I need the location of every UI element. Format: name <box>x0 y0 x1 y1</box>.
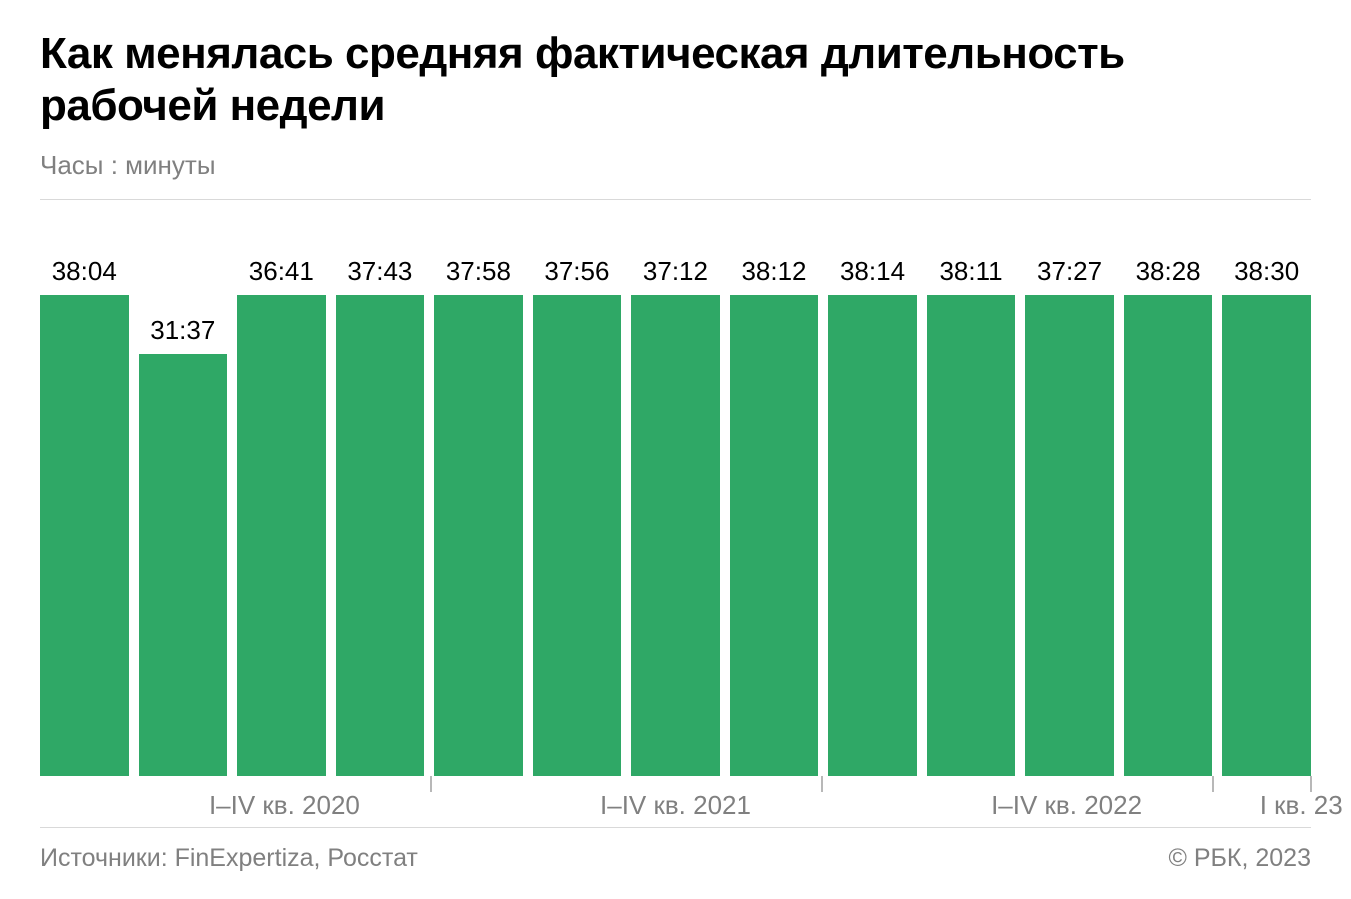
bar-slot: 37:56 <box>528 256 627 776</box>
x-axis-tick <box>821 776 823 792</box>
bar-rect <box>139 354 228 776</box>
footer: Источники: FinExpertiza, Росстат © РБК, … <box>40 844 1311 873</box>
bar-value-label: 37:58 <box>434 256 523 287</box>
bar-value-label: 38:11 <box>927 256 1016 287</box>
chart-viewport: Как менялась средняя фактическая длитель… <box>0 0 1351 899</box>
bar-rect <box>237 295 326 776</box>
bar-rect <box>533 295 622 776</box>
x-axis-tick <box>1212 776 1214 792</box>
bar-value-label: 31:37 <box>139 315 228 346</box>
bars-container: 38:04 31:37 36:41 37:43 37:58 37:56 37:12 38:12… <box>40 256 1311 776</box>
bar-slot: 38:14 <box>823 256 922 776</box>
bar-slot: 38:12 <box>725 256 824 776</box>
bar-rect <box>40 295 129 776</box>
bar-value-label: 38:12 <box>730 256 819 287</box>
x-axis: I–IV кв. 2020I–IV кв. 2021I–IV кв. 2022I… <box>40 776 1311 821</box>
x-axis-group-label: I–IV кв. 2020 <box>209 790 360 821</box>
bar-slot: 38:28 <box>1119 256 1218 776</box>
bar-rect <box>1025 295 1114 776</box>
bar-rect <box>1124 295 1213 776</box>
bar-value-label: 38:04 <box>40 256 129 287</box>
x-axis-group-label: I–IV кв. 2022 <box>991 790 1142 821</box>
chart-subtitle: Часы : минуты <box>40 150 1311 181</box>
divider-bottom <box>40 827 1311 828</box>
bar-value-label: 36:41 <box>237 256 326 287</box>
bar-rect <box>434 295 523 776</box>
bar-slot: 38:11 <box>922 256 1021 776</box>
bar-slot: 36:41 <box>232 256 331 776</box>
bar-rect <box>927 295 1016 776</box>
bar-rect <box>828 295 917 776</box>
bar-value-label: 37:27 <box>1025 256 1114 287</box>
bar-rect <box>1222 295 1311 776</box>
bar-value-label: 38:30 <box>1222 256 1311 287</box>
bar-slot: 38:04 <box>40 256 134 776</box>
bar-slot: 37:12 <box>626 256 725 776</box>
x-axis-tick <box>430 776 432 792</box>
copyright-text: © РБК, 2023 <box>1168 844 1311 873</box>
x-axis-group-label: I–IV кв. 2021 <box>600 790 751 821</box>
sources-text: Источники: FinExpertiza, Росстат <box>40 844 418 873</box>
bar-value-label: 37:12 <box>631 256 720 287</box>
bar-rect <box>730 295 819 776</box>
chart-plot-area: 38:04 31:37 36:41 37:43 37:58 37:56 37:12 38:12… <box>40 200 1311 776</box>
bar-slot: 37:43 <box>331 256 430 776</box>
bar-value-label: 38:28 <box>1124 256 1213 287</box>
bar-rect <box>631 295 720 776</box>
bar-value-label: 37:56 <box>533 256 622 287</box>
bar-slot: 31:37 <box>134 256 233 776</box>
bar-slot: 37:58 <box>429 256 528 776</box>
bar-slot: 38:30 <box>1217 256 1311 776</box>
bar-value-label: 38:14 <box>828 256 917 287</box>
bar-value-label: 37:43 <box>336 256 425 287</box>
bar-rect <box>336 295 425 776</box>
x-axis-group-label: I кв. 23 <box>1260 790 1343 821</box>
bar-slot: 37:27 <box>1020 256 1119 776</box>
chart-title: Как менялась средняя фактическая длитель… <box>40 28 1311 132</box>
